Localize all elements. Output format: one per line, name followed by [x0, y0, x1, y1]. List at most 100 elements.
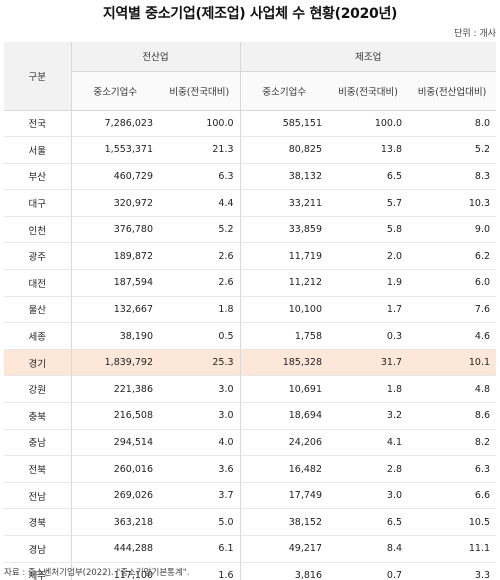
cell-region: 대구: [4, 189, 71, 217]
table-row: 전국 7,286,023 100.0 585,151 100.0 8.0: [4, 110, 497, 138]
cell-mfg-sme-count: 3,816: [239, 562, 329, 580]
unit-label: 단위 : 개사: [454, 29, 496, 39]
header-mfg-share-national: 비중(전국대비): [328, 71, 409, 111]
cell-all-sme-count: 444,288: [70, 535, 159, 563]
cell-mfg-share-national: 0.7: [328, 562, 409, 580]
table-row: 광주 189,872 2.6 11,719 2.0 6.2: [4, 242, 497, 271]
cell-all-share-national: 4.0: [159, 429, 241, 457]
cell-mfg-sme-count: 33,859: [239, 216, 329, 244]
cell-region: 전국: [4, 110, 71, 138]
cell-mfg-share-national: 13.8: [328, 136, 409, 164]
header-region: 구분: [4, 42, 71, 111]
cell-mfg-sme-count: 11,212: [239, 269, 329, 297]
cell-mfg-share-all-industries: 6.2: [408, 242, 497, 271]
table-row: 경기 1,839,792 25.3 185,328 31.7 10.1: [4, 349, 497, 377]
cell-all-sme-count: 216,508: [70, 402, 159, 430]
cell-mfg-share-all-industries: 3.3: [408, 562, 497, 580]
cell-mfg-share-all-industries: 11.1: [408, 535, 497, 563]
cell-mfg-share-national: 0.3: [328, 322, 409, 350]
cell-all-sme-count: 294,514: [70, 429, 159, 457]
cell-all-share-national: 2.6: [159, 242, 241, 271]
sme-statistics-table: 구분 전산업 제조업 중소기업수 비중(전국대비) 중소기업수 비중(전국대비)…: [4, 42, 497, 580]
cell-all-sme-count: 7,286,023: [70, 110, 159, 138]
cell-all-share-national: 2.6: [159, 269, 241, 297]
cell-mfg-share-national: 5.7: [328, 189, 409, 217]
cell-all-sme-count: 221,386: [70, 375, 159, 404]
cell-region: 부산: [4, 163, 71, 191]
table-row: 세종 38,190 0.5 1,758 0.3 4.6: [4, 322, 497, 350]
header-row-columns: 중소기업수 비중(전국대비) 중소기업수 비중(전국대비) 비중(전산업대비): [4, 71, 497, 111]
table-row: 경남 444,288 6.1 49,217 8.4 11.1: [4, 535, 497, 563]
cell-all-sme-count: 460,729: [70, 163, 159, 191]
cell-mfg-share-national: 31.7: [328, 349, 409, 377]
table-row: 부산 460,729 6.3 38,132 6.5 8.3: [4, 163, 497, 191]
cell-mfg-sme-count: 11,719: [239, 242, 329, 271]
cell-mfg-share-national: 3.0: [328, 482, 409, 510]
cell-mfg-share-all-industries: 6.0: [408, 269, 497, 297]
table-row: 인천 376,780 5.2 33,859 5.8 9.0: [4, 216, 497, 244]
cell-all-share-national: 0.5: [159, 322, 241, 350]
cell-all-share-national: 25.3: [159, 349, 241, 377]
cell-mfg-share-national: 1.7: [328, 296, 409, 324]
table-row: 충남 294,514 4.0 24,206 4.1 8.2: [4, 429, 497, 457]
table-row: 울산 132,667 1.8 10,100 1.7 7.6: [4, 296, 497, 324]
cell-all-share-national: 100.0: [159, 110, 241, 138]
cell-all-share-national: 5.0: [159, 508, 241, 536]
cell-all-sme-count: 187,594: [70, 269, 159, 297]
cell-mfg-sme-count: 10,100: [239, 296, 329, 324]
cell-all-share-national: 3.6: [159, 455, 241, 483]
cell-mfg-share-national: 6.5: [328, 508, 409, 536]
cell-region: 대전: [4, 269, 71, 297]
cell-mfg-share-national: 6.5: [328, 163, 409, 191]
cell-region: 전북: [4, 455, 71, 483]
cell-mfg-sme-count: 38,152: [239, 508, 329, 536]
header-mfg-sme-count: 중소기업수: [239, 71, 329, 111]
cell-all-sme-count: 269,026: [70, 482, 159, 510]
cell-region: 경북: [4, 508, 71, 536]
cell-all-sme-count: 320,972: [70, 189, 159, 217]
cell-all-share-national: 5.2: [159, 216, 241, 244]
cell-mfg-share-national: 4.1: [328, 429, 409, 457]
table-row: 대전 187,594 2.6 11,212 1.9 6.0: [4, 269, 497, 297]
cell-region: 경남: [4, 535, 71, 563]
cell-mfg-share-all-industries: 8.6: [408, 402, 497, 430]
cell-region: 제주: [4, 562, 71, 580]
cell-mfg-share-all-industries: 10.3: [408, 189, 497, 217]
cell-mfg-share-national: 100.0: [328, 110, 409, 138]
cell-mfg-sme-count: 38,132: [239, 163, 329, 191]
cell-mfg-share-national: 2.8: [328, 455, 409, 483]
table-row: 대구 320,972 4.4 33,211 5.7 10.3: [4, 189, 497, 217]
cell-mfg-share-all-industries: 9.0: [408, 216, 497, 244]
cell-mfg-share-all-industries: 10.5: [408, 508, 497, 536]
header-all-share-national: 비중(전국대비): [159, 71, 241, 111]
cell-region: 강원: [4, 375, 71, 404]
cell-mfg-share-all-industries: 10.1: [408, 349, 497, 377]
cell-mfg-sme-count: 17,749: [239, 482, 329, 510]
cell-region: 서울: [4, 136, 71, 164]
cell-mfg-share-all-industries: 7.6: [408, 296, 497, 324]
cell-region: 전남: [4, 482, 71, 510]
table-row: 충북 216,508 3.0 18,694 3.2 8.6: [4, 402, 497, 430]
cell-mfg-sme-count: 585,151: [239, 110, 329, 138]
cell-mfg-share-all-industries: 5.2: [408, 136, 497, 164]
cell-mfg-share-national: 1.8: [328, 375, 409, 404]
cell-all-share-national: 3.7: [159, 482, 241, 510]
cell-mfg-sme-count: 10,691: [239, 375, 329, 404]
table-row: 경북 363,218 5.0 38,152 6.5 10.5: [4, 508, 497, 536]
table-row: 전북 260,016 3.6 16,482 2.8 6.3: [4, 455, 497, 483]
header-manufacturing: 제조업: [239, 42, 497, 72]
cell-mfg-share-all-industries: 4.6: [408, 322, 497, 350]
cell-mfg-sme-count: 49,217: [239, 535, 329, 563]
cell-all-sme-count: 1,839,792: [70, 349, 159, 377]
cell-all-share-national: 1.8: [159, 296, 241, 324]
cell-all-share-national: 6.1: [159, 535, 241, 563]
cell-mfg-share-all-industries: 4.8: [408, 375, 497, 404]
cell-region: 인천: [4, 216, 71, 244]
cell-mfg-share-national: 1.9: [328, 269, 409, 297]
cell-region: 세종: [4, 322, 71, 350]
cell-region: 충북: [4, 402, 71, 430]
cell-mfg-sme-count: 1,758: [239, 322, 329, 350]
table-row: 서울 1,553,371 21.3 80,825 13.8 5.2: [4, 136, 497, 164]
cell-mfg-sme-count: 24,206: [239, 429, 329, 457]
cell-mfg-share-national: 3.2: [328, 402, 409, 430]
